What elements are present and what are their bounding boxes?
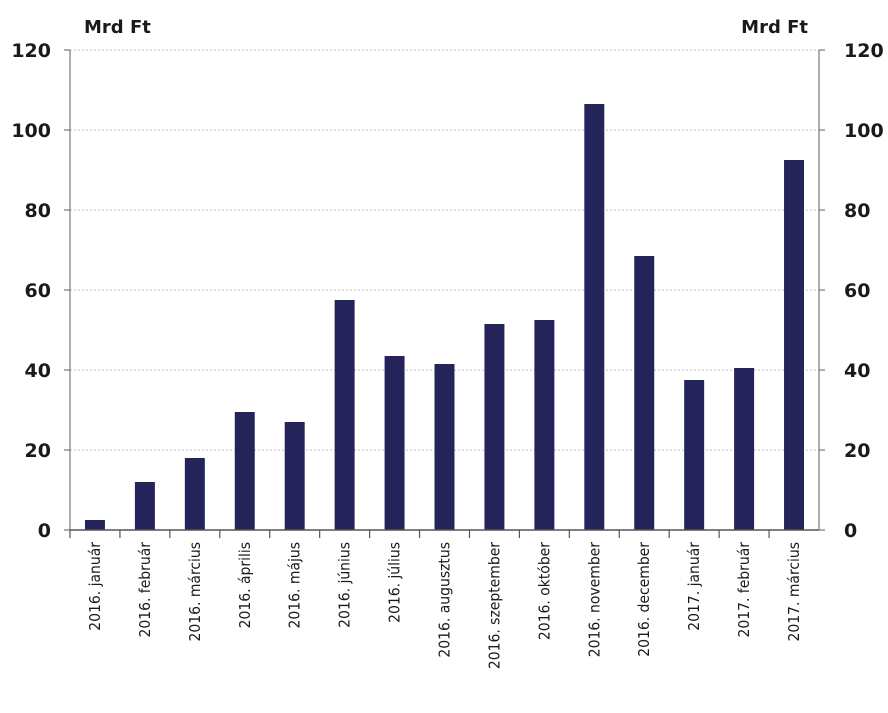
bar <box>484 324 505 530</box>
y-tick-label-left: 20 <box>25 440 51 462</box>
bar <box>384 356 405 530</box>
x-category-label: 2017. január <box>685 542 703 631</box>
x-category-label: 2017. február <box>735 542 753 638</box>
x-category-label: 2016. október <box>535 542 553 640</box>
bar <box>284 422 305 530</box>
x-category-label: 2016. május <box>286 542 304 628</box>
x-category-label: 2016. december <box>635 542 653 657</box>
x-category-label: 2016. március <box>186 542 204 642</box>
bar <box>634 256 655 530</box>
bar <box>434 364 455 530</box>
y-tick-label-left: 0 <box>38 520 51 542</box>
bar <box>334 300 355 530</box>
bars <box>84 104 805 530</box>
bar <box>684 380 705 530</box>
y-tick-label-left: 60 <box>25 280 51 302</box>
y-tick-label-right: 0 <box>844 520 857 542</box>
y-tick-label-right: 40 <box>844 360 870 382</box>
x-category-label: 2016. augusztus <box>436 542 454 658</box>
x-category-label: 2016. július <box>386 542 404 623</box>
bar <box>134 482 155 530</box>
x-category-label: 2016. november <box>585 542 603 658</box>
x-category-label: 2016. június <box>336 542 354 628</box>
axes <box>69 50 820 531</box>
y-tick-label-right: 60 <box>844 280 870 302</box>
x-category-labels: 2016. január 2016. február 2016. március 20… <box>69 530 803 669</box>
y-tick-label-right: 80 <box>844 200 870 222</box>
bar <box>184 458 205 530</box>
x-category-label: 2017. március <box>785 542 803 642</box>
y-tick-label-left: 120 <box>11 40 51 62</box>
bar <box>584 104 605 530</box>
right-unit-label: Mrd Ft <box>741 17 808 38</box>
left-unit-label: Mrd Ft <box>84 17 151 38</box>
y-tick-label-left: 100 <box>11 120 51 142</box>
y-tick-label-right: 100 <box>844 120 884 142</box>
left-y-tick-labels: 0 20 40 60 80 100 120 <box>11 40 51 542</box>
y-tick-label-right: 20 <box>844 440 870 462</box>
bar <box>784 160 805 530</box>
x-category-label: 2016. január <box>86 542 104 631</box>
x-category-label: 2016. április <box>236 542 254 628</box>
y-tick-label-right: 120 <box>844 40 884 62</box>
y-tick-label-left: 40 <box>25 360 51 382</box>
x-category-label: 2016. szeptember <box>485 542 503 669</box>
bar <box>534 320 555 530</box>
bar <box>84 520 105 530</box>
bar <box>234 412 255 530</box>
right-y-tick-labels: 0 20 40 60 80 100 120 <box>844 40 884 542</box>
x-category-label: 2016. február <box>136 542 154 638</box>
y-tick-label-left: 80 <box>25 200 51 222</box>
bar <box>734 368 755 530</box>
